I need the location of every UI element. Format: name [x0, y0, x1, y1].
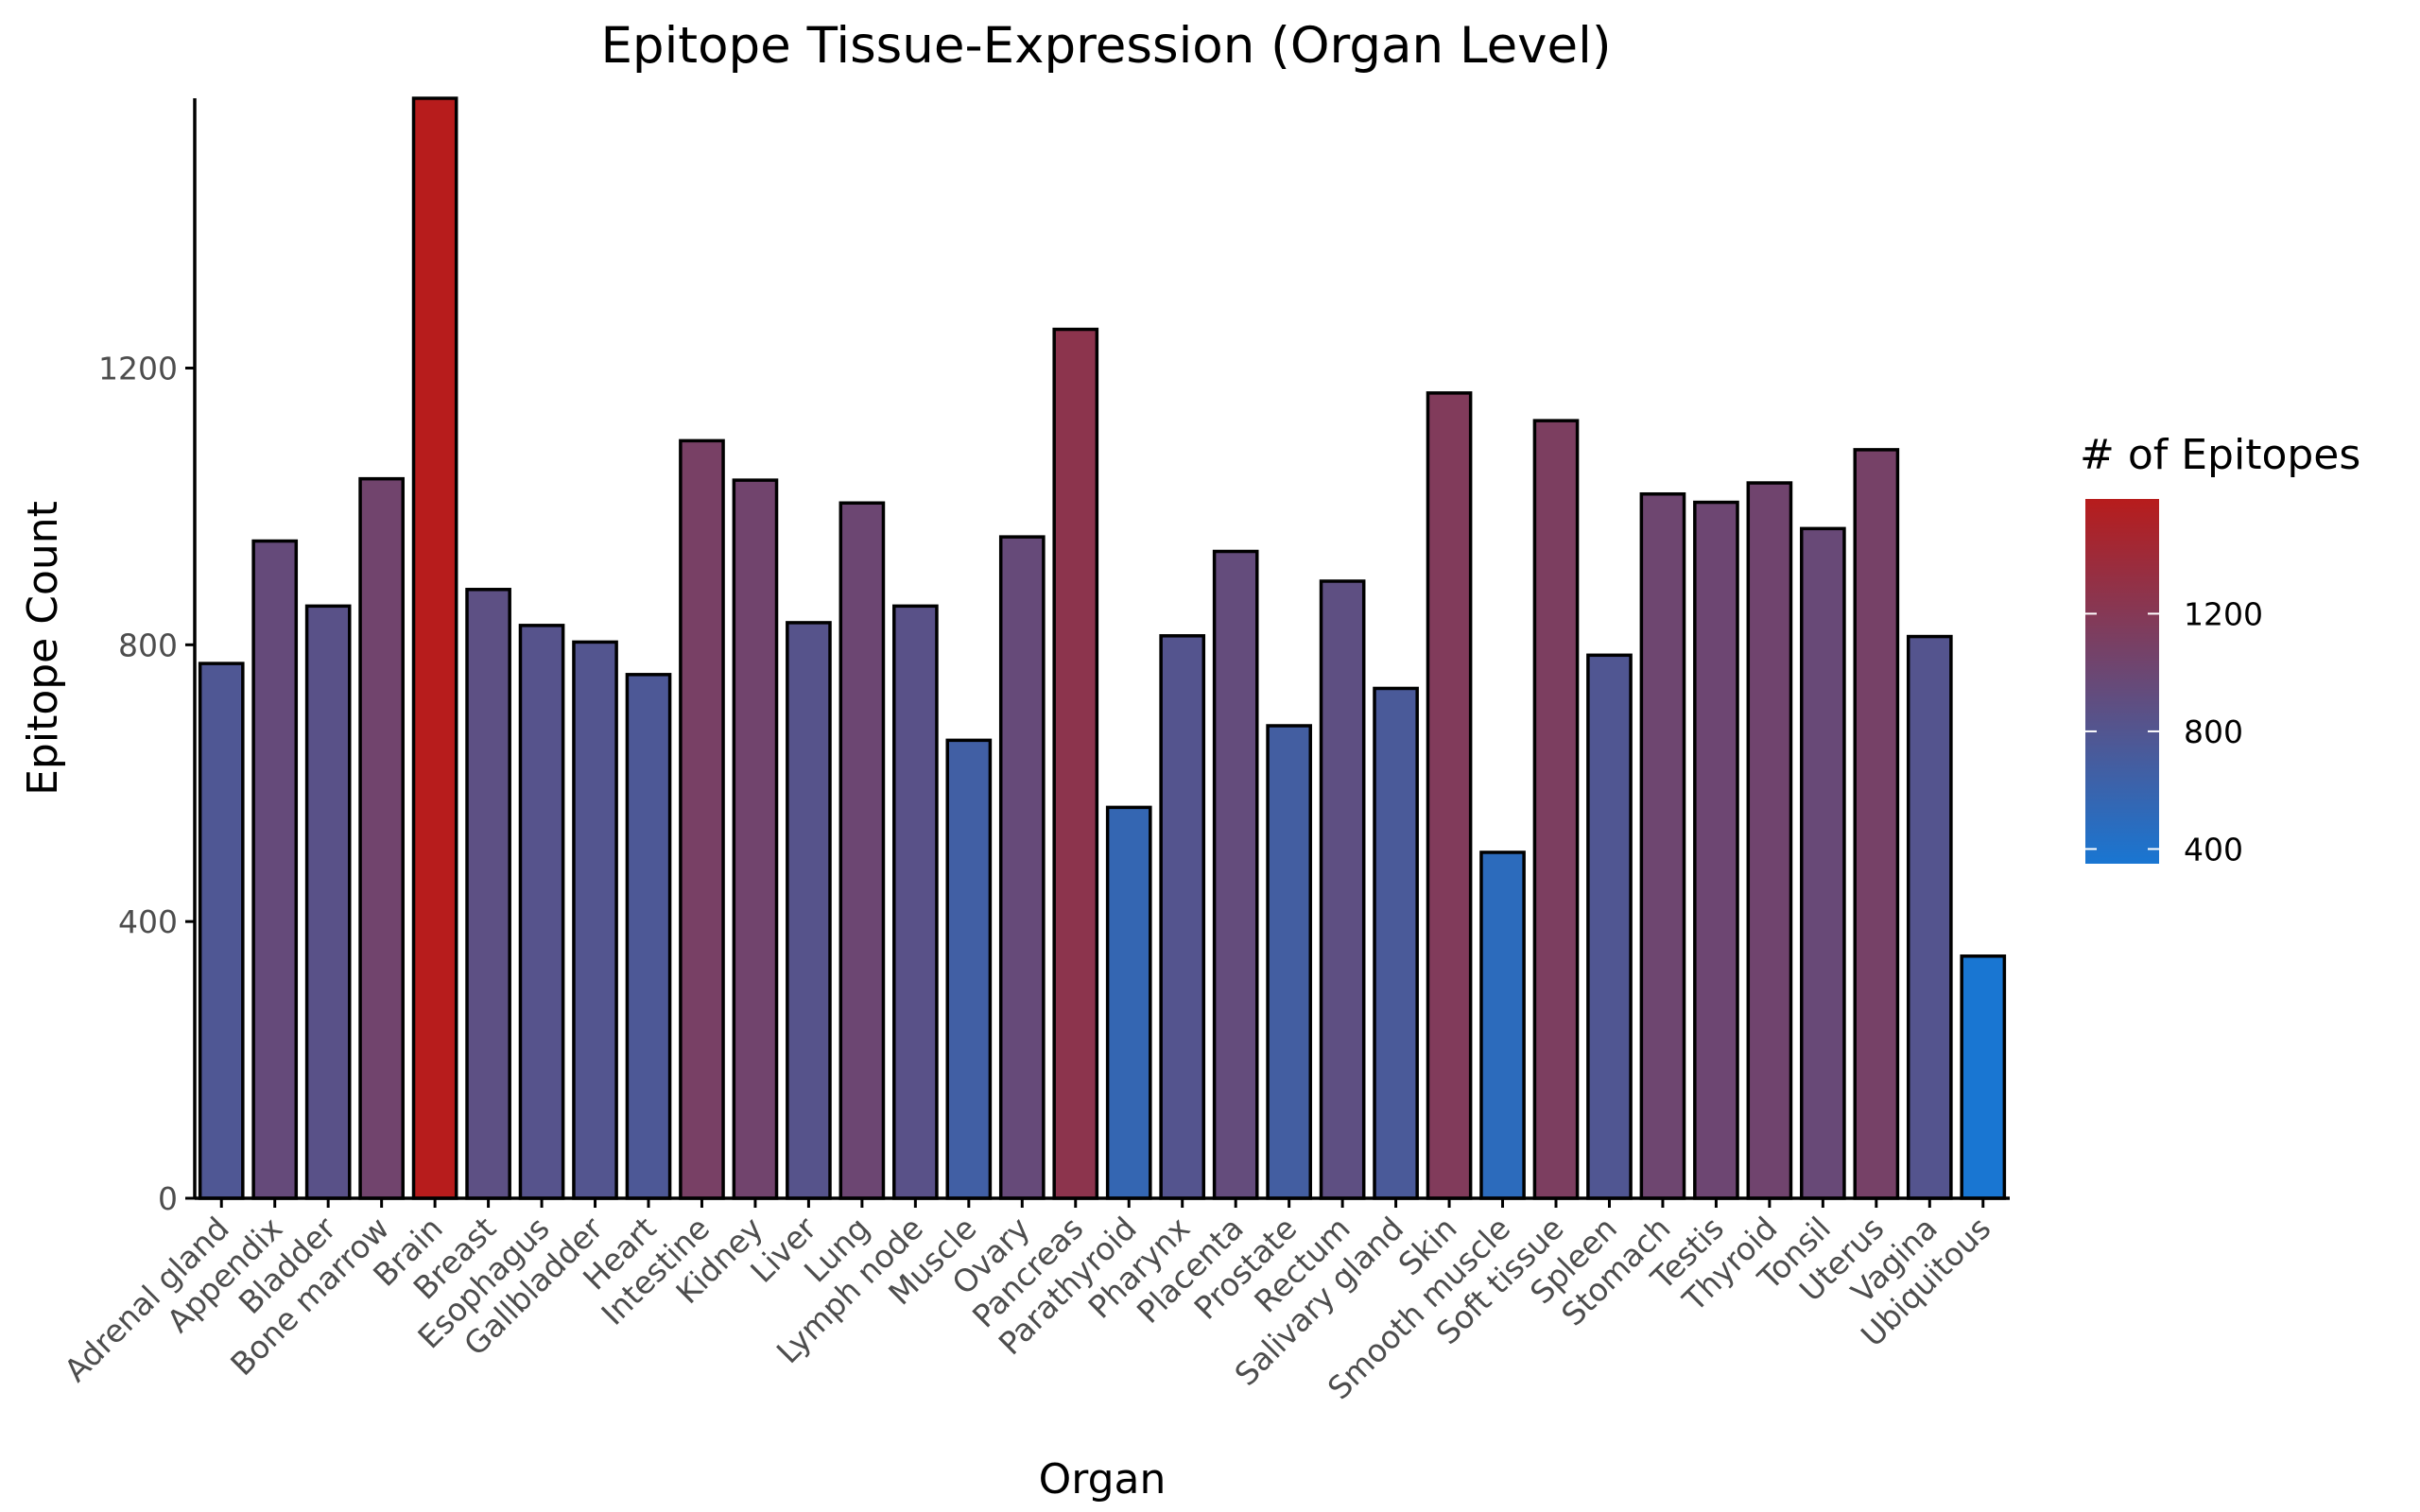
bar-testis — [1693, 500, 1739, 1200]
bar-appendix — [251, 539, 299, 1200]
bar-vagina — [1906, 634, 1953, 1200]
bar-uterus — [1853, 448, 1900, 1200]
bar-kidney — [732, 478, 779, 1200]
bar-bladder — [304, 604, 352, 1200]
y-tick-label: 0 — [158, 1180, 178, 1217]
y-tick-label: 400 — [118, 903, 178, 940]
bar-tonsil — [1800, 526, 1846, 1200]
bar-intestine — [679, 438, 725, 1200]
bar-stomach — [1639, 491, 1686, 1200]
y-tick-label: 800 — [118, 627, 178, 663]
bar-ovary — [998, 535, 1046, 1200]
y-axis-title: Epitope Count — [19, 501, 67, 796]
bar-soft-tissue — [1532, 419, 1580, 1200]
bar-muscle — [945, 738, 993, 1200]
legend-tick-label: 1200 — [2184, 595, 2263, 632]
bar-lymph-node — [892, 604, 939, 1200]
bar-liver — [786, 621, 832, 1200]
bars-group — [198, 96, 2007, 1200]
bar-smooth-muscle — [1479, 850, 1526, 1200]
legend-tick-label: 800 — [2184, 713, 2243, 750]
bar-rectum — [1319, 579, 1366, 1200]
legend-color-bar — [2085, 499, 2159, 864]
bar-gallbladder — [572, 640, 618, 1200]
bar-ubiquitous — [1960, 954, 2007, 1200]
bar-bone-marrow — [358, 476, 405, 1200]
bar-spleen — [1586, 653, 1633, 1200]
legend-title: # of Epitopes — [2080, 431, 2360, 479]
x-axis-title: Organ — [1039, 1455, 1167, 1503]
y-tick-label: 1200 — [98, 351, 178, 387]
legend-tick-label: 400 — [2184, 831, 2243, 868]
y-axis-ticks: 0 400 800 1200 — [98, 351, 195, 1217]
legend-ticks: 400 800 1200 — [2085, 595, 2263, 868]
bar-prostate — [1266, 724, 1312, 1200]
bar-breast — [465, 588, 511, 1200]
bar-brain — [411, 96, 458, 1200]
bar-pancreas — [1052, 327, 1099, 1200]
bar-skin — [1426, 391, 1473, 1200]
bar-thyroid — [1746, 481, 1793, 1200]
bar-placenta — [1212, 549, 1259, 1200]
bar-lung — [838, 501, 886, 1200]
chart-title: Epitope Tissue-Expression (Organ Level) — [600, 17, 1611, 75]
bar-esophagus — [518, 624, 565, 1200]
bar-pharynx — [1159, 634, 1206, 1200]
bar-heart — [625, 673, 672, 1200]
bar-adrenal-gland — [198, 662, 245, 1200]
bar-parathyroid — [1105, 805, 1152, 1200]
bar-salivary-gland — [1373, 686, 1419, 1200]
color-legend: # of Epitopes 400 800 1200 — [2080, 431, 2360, 868]
